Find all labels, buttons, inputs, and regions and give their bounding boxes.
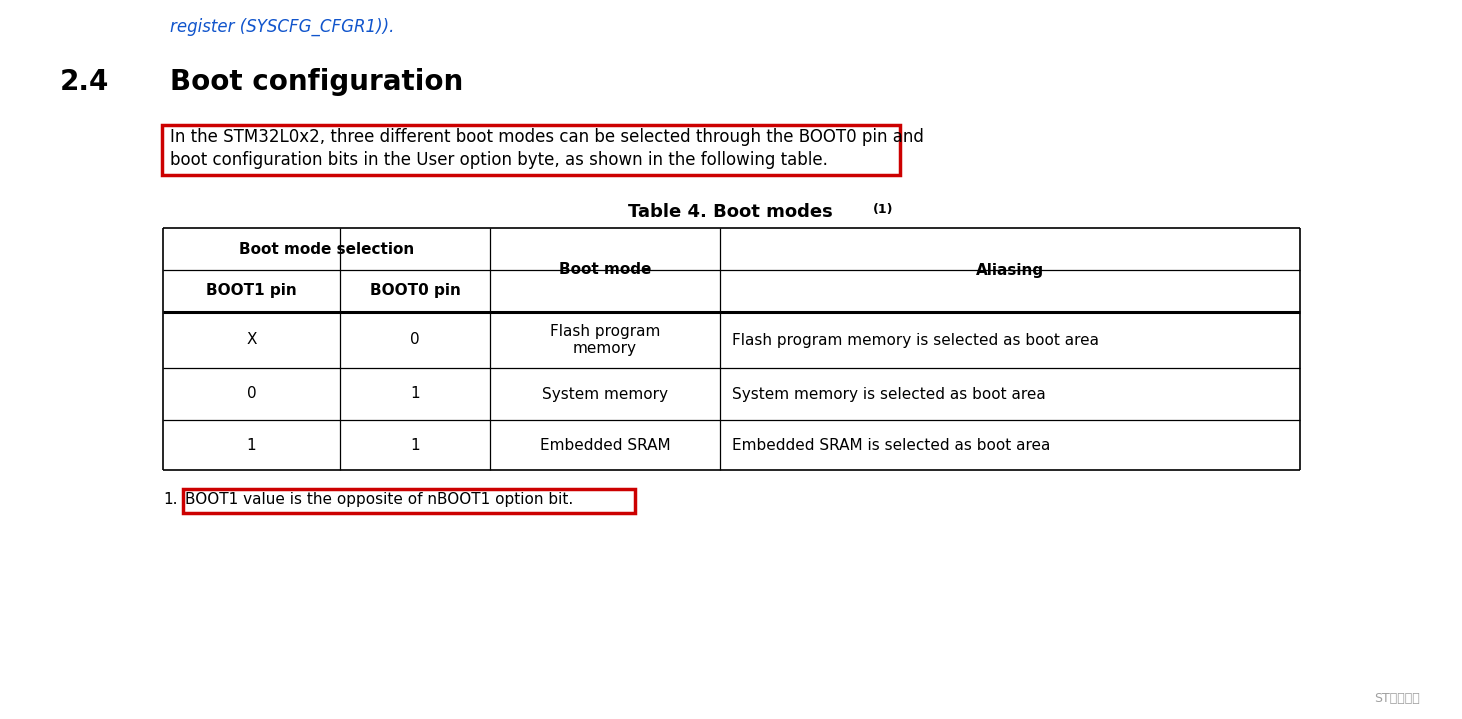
Text: Boot mode: Boot mode	[558, 262, 651, 278]
Text: Flash program
memory: Flash program memory	[550, 324, 661, 356]
Text: Embedded SRAM is selected as boot area: Embedded SRAM is selected as boot area	[732, 437, 1050, 452]
Text: BOOT1 value is the opposite of nBOOT1 option bit.: BOOT1 value is the opposite of nBOOT1 op…	[186, 492, 573, 507]
Text: 1: 1	[411, 437, 420, 452]
Text: register (SYSCFG_CFGR1)).: register (SYSCFG_CFGR1)).	[170, 18, 395, 36]
Text: 0: 0	[411, 332, 420, 347]
Text: BOOT0 pin: BOOT0 pin	[370, 283, 461, 298]
Text: Embedded SRAM: Embedded SRAM	[539, 437, 670, 452]
Text: In the STM32L0x2, three different boot modes can be selected through the BOOT0 p: In the STM32L0x2, three different boot m…	[170, 128, 924, 146]
Text: System memory is selected as boot area: System memory is selected as boot area	[732, 387, 1045, 401]
Text: X: X	[246, 332, 257, 347]
Text: 1.: 1.	[162, 492, 177, 507]
Text: 2.4: 2.4	[60, 68, 110, 96]
Text: System memory: System memory	[542, 387, 668, 401]
Text: 1: 1	[411, 387, 420, 401]
Text: 1: 1	[247, 437, 256, 452]
Text: boot configuration bits in the User option byte, as shown in the following table: boot configuration bits in the User opti…	[170, 151, 827, 169]
Text: (1): (1)	[873, 203, 893, 216]
Text: Boot mode selection: Boot mode selection	[238, 242, 414, 257]
Text: Table 4. Boot modes: Table 4. Boot modes	[627, 203, 832, 221]
Text: Boot configuration: Boot configuration	[170, 68, 463, 96]
Text: BOOT1 pin: BOOT1 pin	[206, 283, 297, 298]
Text: 0: 0	[247, 387, 256, 401]
Text: Flash program memory is selected as boot area: Flash program memory is selected as boot…	[732, 332, 1099, 347]
Text: ST中文论坛: ST中文论坛	[1374, 692, 1420, 705]
Text: Aliasing: Aliasing	[977, 262, 1044, 278]
